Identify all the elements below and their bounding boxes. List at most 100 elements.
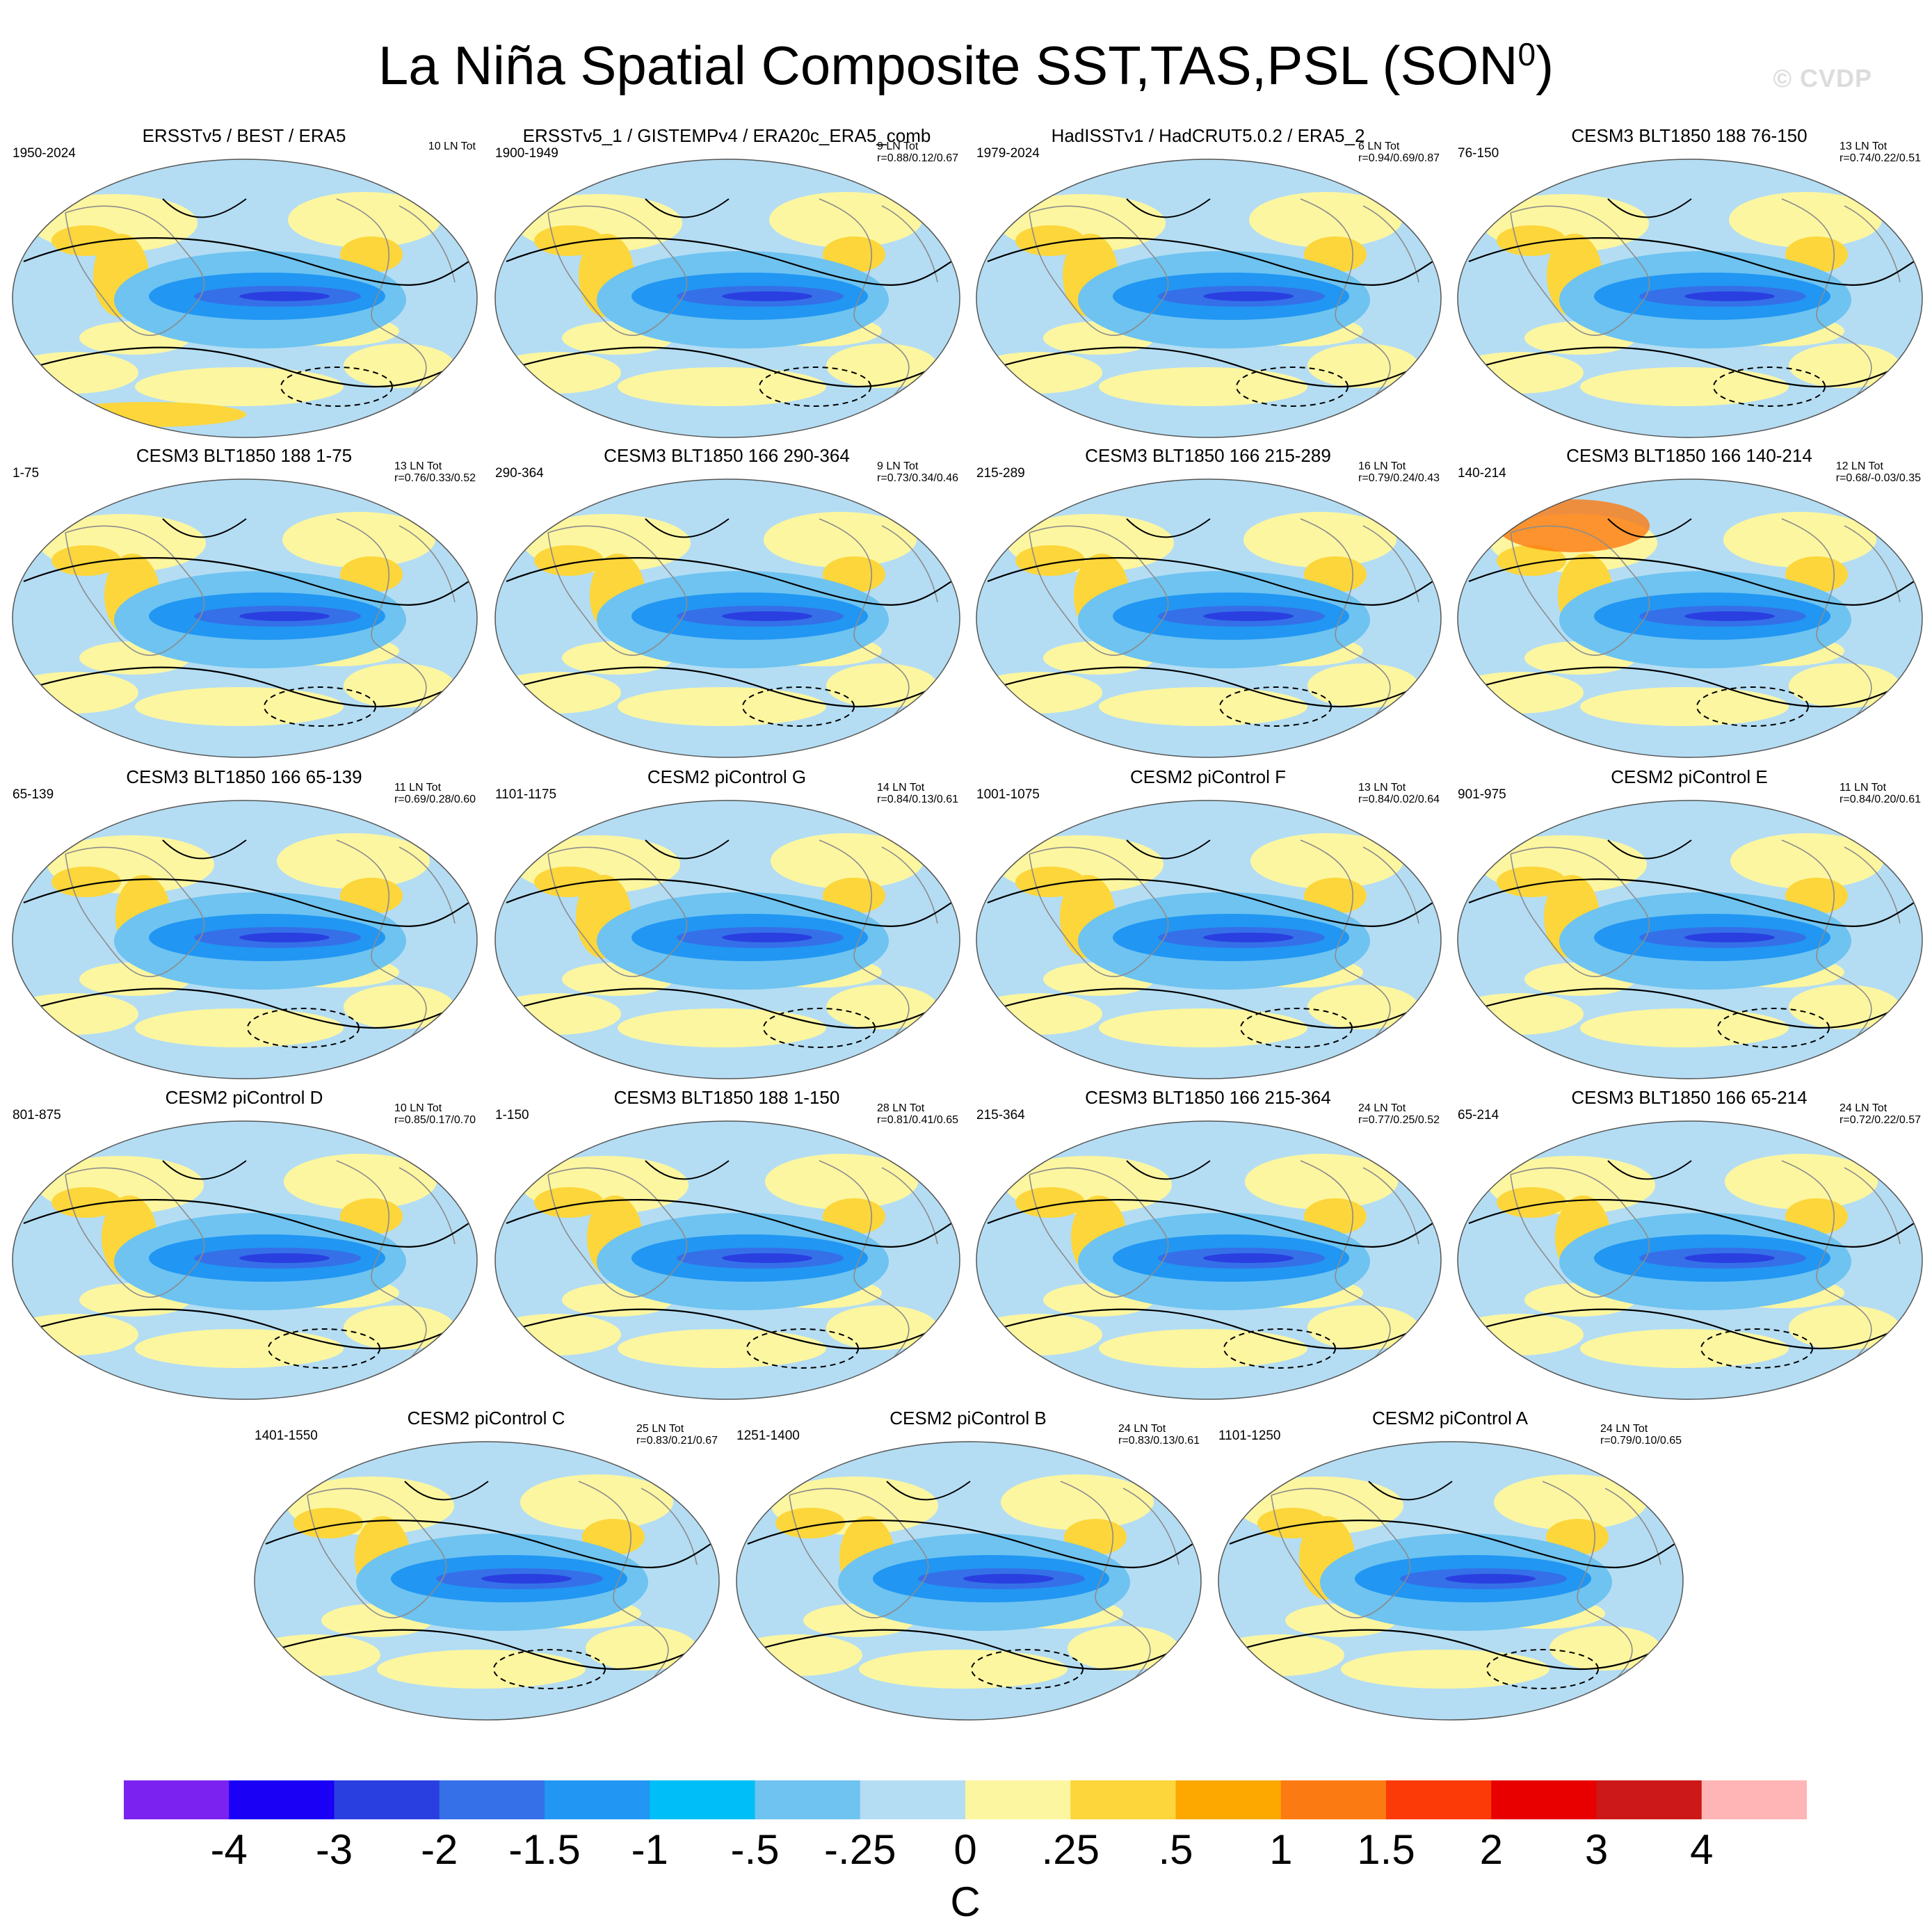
anomaly-map — [252, 1440, 722, 1721]
warm-anomaly-patch — [764, 512, 917, 567]
psl-contour — [1126, 198, 1211, 218]
panel-pattern-correlation: r=0.77/0.25/0.52 — [1358, 1114, 1440, 1126]
panel-years: 1001-1075 — [976, 787, 1040, 802]
coastline — [819, 518, 910, 721]
map-panel: CESM3 BLT1850 166 215-289 215-289 16 LN … — [967, 445, 1449, 765]
panel-stats: 10 LN Tot — [428, 140, 476, 152]
coastline — [1362, 525, 1419, 603]
colorbar-tick-label: -.5 — [730, 1826, 780, 1873]
warm-anomaly-patch — [826, 985, 937, 1029]
psl-contour — [886, 1481, 971, 1501]
coastline — [307, 1488, 447, 1618]
warm-anomaly-patch — [618, 687, 826, 726]
warm-anomaly-patch — [344, 1305, 455, 1350]
panel-stats: 24 LN Tot r=0.83/0.13/0.61 — [1118, 1423, 1200, 1447]
coastline — [1029, 205, 1169, 336]
warm-anomaly-patch — [1307, 663, 1419, 708]
map-outline — [1457, 800, 1923, 1079]
cold-tongue — [963, 1574, 1054, 1584]
panel-years: 65-139 — [13, 787, 54, 802]
psl-contour — [279, 1629, 698, 1670]
coastline — [1362, 205, 1419, 283]
map-panel: ERSSTv5 / BEST / ERA5 1950-2024 10 LN To… — [3, 125, 485, 445]
colorbar-swatch — [1070, 1780, 1176, 1819]
colorbar-swatch — [229, 1780, 335, 1819]
warm-anomaly-patch — [135, 687, 344, 726]
panel-years: 1900-1949 — [495, 146, 558, 161]
warm-anomaly-patch — [618, 1008, 826, 1047]
psl-contour — [1468, 237, 1915, 286]
panel-ln-total: 13 LN Tot — [394, 460, 442, 472]
cold-tongue — [1445, 1574, 1536, 1584]
panel-years: 140-214 — [1458, 466, 1506, 481]
warm-anomaly-patch — [1580, 1329, 1789, 1368]
cold-tongue — [1203, 291, 1294, 301]
map-outline — [1457, 159, 1923, 438]
panel-years: 1101-1250 — [1218, 1428, 1281, 1443]
psl-contour — [520, 988, 938, 1029]
panel-pattern-correlation: r=0.88/0.12/0.67 — [877, 152, 958, 164]
cold-tongue — [1203, 1253, 1294, 1263]
panel-years: 215-289 — [976, 466, 1025, 481]
psl-contour — [37, 1308, 456, 1349]
panel-years: 65-214 — [1458, 1108, 1499, 1122]
panel-title: HadISSTv1 / HadCRUT5.0.2 / ERA5_2 — [1051, 125, 1365, 146]
warm-anomaly-patch — [1725, 1154, 1878, 1209]
panel-title: CESM2 piControl A — [1372, 1408, 1528, 1428]
panel-ln-total: 24 LN Tot — [1840, 1102, 1887, 1114]
psl-contour — [759, 367, 871, 407]
anomaly-map — [974, 157, 1444, 439]
panel-ln-total: 11 LN Tot — [1840, 782, 1887, 794]
panel-title: CESM2 piControl G — [647, 766, 807, 787]
coastline — [547, 205, 688, 336]
cold-tongue — [239, 291, 330, 301]
psl-contour — [280, 367, 393, 407]
anomaly-map — [1455, 157, 1925, 439]
psl-contour — [987, 1199, 1433, 1248]
panel-pattern-correlation: r=0.73/0.34/0.46 — [877, 472, 958, 484]
warm-anomaly-patch — [976, 672, 1102, 714]
map-outline — [1457, 478, 1923, 758]
warm-anomaly-patch — [135, 367, 344, 406]
panel-ln-total: 16 LN Tot — [1358, 460, 1406, 472]
coastline — [399, 1167, 456, 1245]
panel-title: CESM3 BLT1850 188 76-150 — [1571, 125, 1808, 146]
coastline — [336, 518, 427, 721]
panel-years: 801-875 — [13, 1108, 61, 1122]
panel-ln-total: 14 LN Tot — [877, 782, 925, 794]
panel-title: CESM2 piControl F — [1130, 766, 1286, 787]
psl-contour — [506, 237, 952, 286]
colorbar-swatch — [439, 1780, 545, 1819]
coastline — [1542, 1481, 1633, 1684]
warm-anomaly-patch — [771, 833, 924, 889]
warm-anomaly-patch — [826, 663, 937, 708]
coastline — [65, 846, 205, 977]
coastline — [1781, 839, 1872, 1043]
coastline — [1781, 198, 1872, 401]
colorbar-tick-label: -1.5 — [508, 1826, 581, 1873]
panel-years: 76-150 — [1458, 146, 1499, 161]
colorbar-swatch — [860, 1780, 966, 1819]
panel-ln-total: 24 LN Tot — [1118, 1423, 1166, 1435]
psl-contour — [1240, 1008, 1353, 1048]
panel-years: 1-75 — [13, 466, 40, 481]
map-outline — [976, 800, 1442, 1079]
psl-contour — [645, 198, 730, 218]
warm-anomaly-patch — [769, 192, 922, 248]
panel-title: CESM3 BLT1850 166 215-364 — [1085, 1087, 1331, 1108]
coastline — [65, 1167, 205, 1298]
warm-anomaly-patch — [13, 993, 138, 1035]
psl-contour — [987, 878, 1433, 927]
panel-title: ERSSTv5 / BEST / ERA5 — [142, 125, 346, 146]
psl-contour — [1001, 666, 1419, 707]
panel-stats: 24 LN Tot r=0.77/0.25/0.52 — [1358, 1102, 1440, 1126]
anomaly-map — [10, 798, 480, 1080]
warm-anomaly-patch — [618, 1329, 826, 1368]
psl-contour — [520, 346, 938, 387]
map-panel: CESM3 BLT1850 166 215-364 215-364 24 LN … — [967, 1087, 1449, 1407]
warm-anomaly-patch — [1789, 663, 1900, 708]
warm-anomaly-patch — [736, 1634, 862, 1676]
map-outline — [494, 1120, 960, 1400]
coastline — [1122, 1488, 1180, 1565]
psl-contour — [1482, 988, 1901, 1029]
